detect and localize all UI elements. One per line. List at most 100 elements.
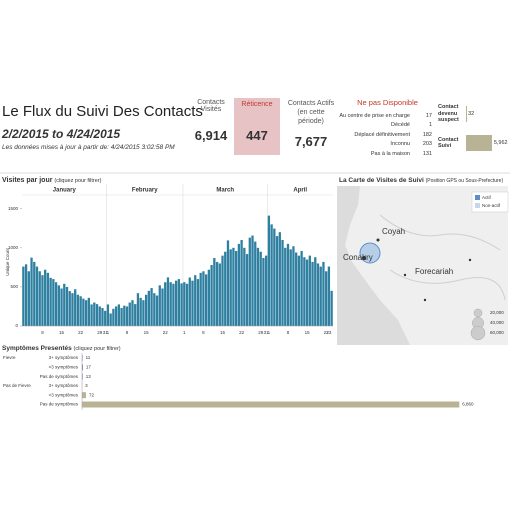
bar: [60, 288, 63, 326]
bar: [35, 266, 39, 326]
bar: [134, 304, 137, 326]
followup-label: Contact Suivi: [438, 136, 459, 150]
bar: [207, 269, 211, 326]
bar: [30, 257, 33, 326]
bar: [311, 261, 314, 326]
y-tick-label: 500: [10, 284, 18, 289]
bar: [199, 272, 202, 326]
bar: [284, 247, 287, 326]
bar: [27, 271, 30, 326]
reluctance-box: [234, 98, 280, 155]
bar: [259, 251, 262, 326]
category-label: 3+ symptômes: [49, 355, 79, 360]
bar: [314, 257, 317, 326]
bar: [82, 298, 85, 326]
bar: [153, 293, 156, 326]
followup-bar: [466, 135, 492, 151]
bar: [82, 401, 460, 408]
bar: [240, 240, 243, 326]
bar: [120, 308, 123, 326]
bar: [265, 255, 268, 326]
bar: [319, 266, 322, 326]
x-tick-label: 1: [268, 330, 271, 335]
bar: [142, 300, 145, 326]
bar: [128, 302, 131, 326]
row-value: 203: [422, 141, 432, 148]
y-tick-label: 0: [15, 323, 18, 328]
bar: [71, 293, 74, 326]
size-legend-circle: [473, 308, 483, 318]
unavailable-row: Au centre de prise en charge 17: [330, 111, 432, 121]
bar: [254, 241, 257, 326]
unavailable-title: Ne pas Disponible: [357, 98, 418, 107]
bar: [174, 280, 178, 326]
bar: [215, 261, 219, 326]
row-value: 182: [422, 131, 432, 138]
x-tick-label: 8: [202, 330, 205, 335]
bar: [267, 215, 271, 326]
x-tick-label: 22: [163, 330, 169, 335]
value-label: 11: [86, 355, 91, 360]
bar: [232, 247, 235, 326]
row-value: 17: [425, 112, 432, 119]
chart-title: Visites par jour (cliquez pour filtrer): [2, 177, 101, 184]
bar: [300, 250, 303, 326]
bar: [46, 272, 50, 326]
value-label: 3: [85, 383, 88, 388]
bar: [82, 373, 83, 380]
bar: [63, 283, 66, 326]
category-label: Pas de symptômes: [40, 402, 79, 407]
bar: [117, 304, 120, 326]
bar: [68, 291, 71, 326]
row-value: 131: [422, 150, 432, 157]
bar: [87, 297, 90, 326]
y-axis-label: Unique Count: [5, 247, 10, 275]
unavailable-row: Déplacé définitivement 182: [330, 130, 432, 140]
place-label: Conakry: [343, 253, 373, 262]
map-point: [403, 273, 407, 277]
bar: [188, 277, 191, 326]
unavailable-row: Décédé 1: [330, 121, 432, 131]
bar: [82, 355, 83, 361]
legend-box: [471, 191, 509, 213]
bar: [112, 308, 115, 326]
bar: [82, 392, 86, 399]
map: [337, 186, 508, 345]
legend-swatch: [475, 203, 480, 208]
bar: [322, 261, 325, 326]
bar: [235, 250, 238, 326]
x-tick-label: 31: [264, 330, 270, 335]
kpi-label: Réticence: [241, 101, 273, 108]
chart-subtitle: (cliquez pour filtrer): [54, 178, 102, 184]
bar: [172, 283, 175, 326]
x-tick-label: 1: [107, 330, 110, 335]
update-note: Les données mises à jour à partir de: 4/…: [2, 144, 175, 151]
followup-label: Contact devenu suspect: [438, 104, 459, 124]
map-subtitle: (Position GPS ou Sous-Prefecture): [425, 178, 504, 184]
bar: [84, 300, 88, 326]
bar: [90, 304, 93, 326]
bar: [106, 304, 110, 326]
bar: [289, 249, 292, 326]
chart-title: Symptômes Presentés (cliquez pour filtre…: [2, 345, 121, 352]
bar: [270, 224, 273, 326]
map-title: La Carte de Visites de Suivi (Position G…: [339, 177, 503, 184]
bar: [65, 286, 69, 326]
bar: [114, 306, 118, 326]
bar: [98, 306, 101, 326]
map-point: [362, 256, 366, 260]
place-label: Coyah: [382, 227, 405, 236]
bar: [33, 261, 36, 326]
map-title-text: La Carte de Visites de Suivi: [339, 177, 424, 184]
bar: [251, 235, 254, 326]
kpi-value: 6,914: [194, 128, 228, 143]
row-label: Au centre de prise en charge: [339, 112, 410, 119]
bar: [325, 271, 328, 326]
row-label: Inconnu: [390, 141, 410, 148]
category-label: 3+ symptômes: [49, 383, 79, 388]
bar: [52, 279, 55, 326]
bar: [24, 264, 28, 326]
size-legend-label: 60,000: [490, 330, 504, 335]
bar: [256, 247, 260, 326]
size-legend-label: 40,000: [490, 320, 504, 325]
